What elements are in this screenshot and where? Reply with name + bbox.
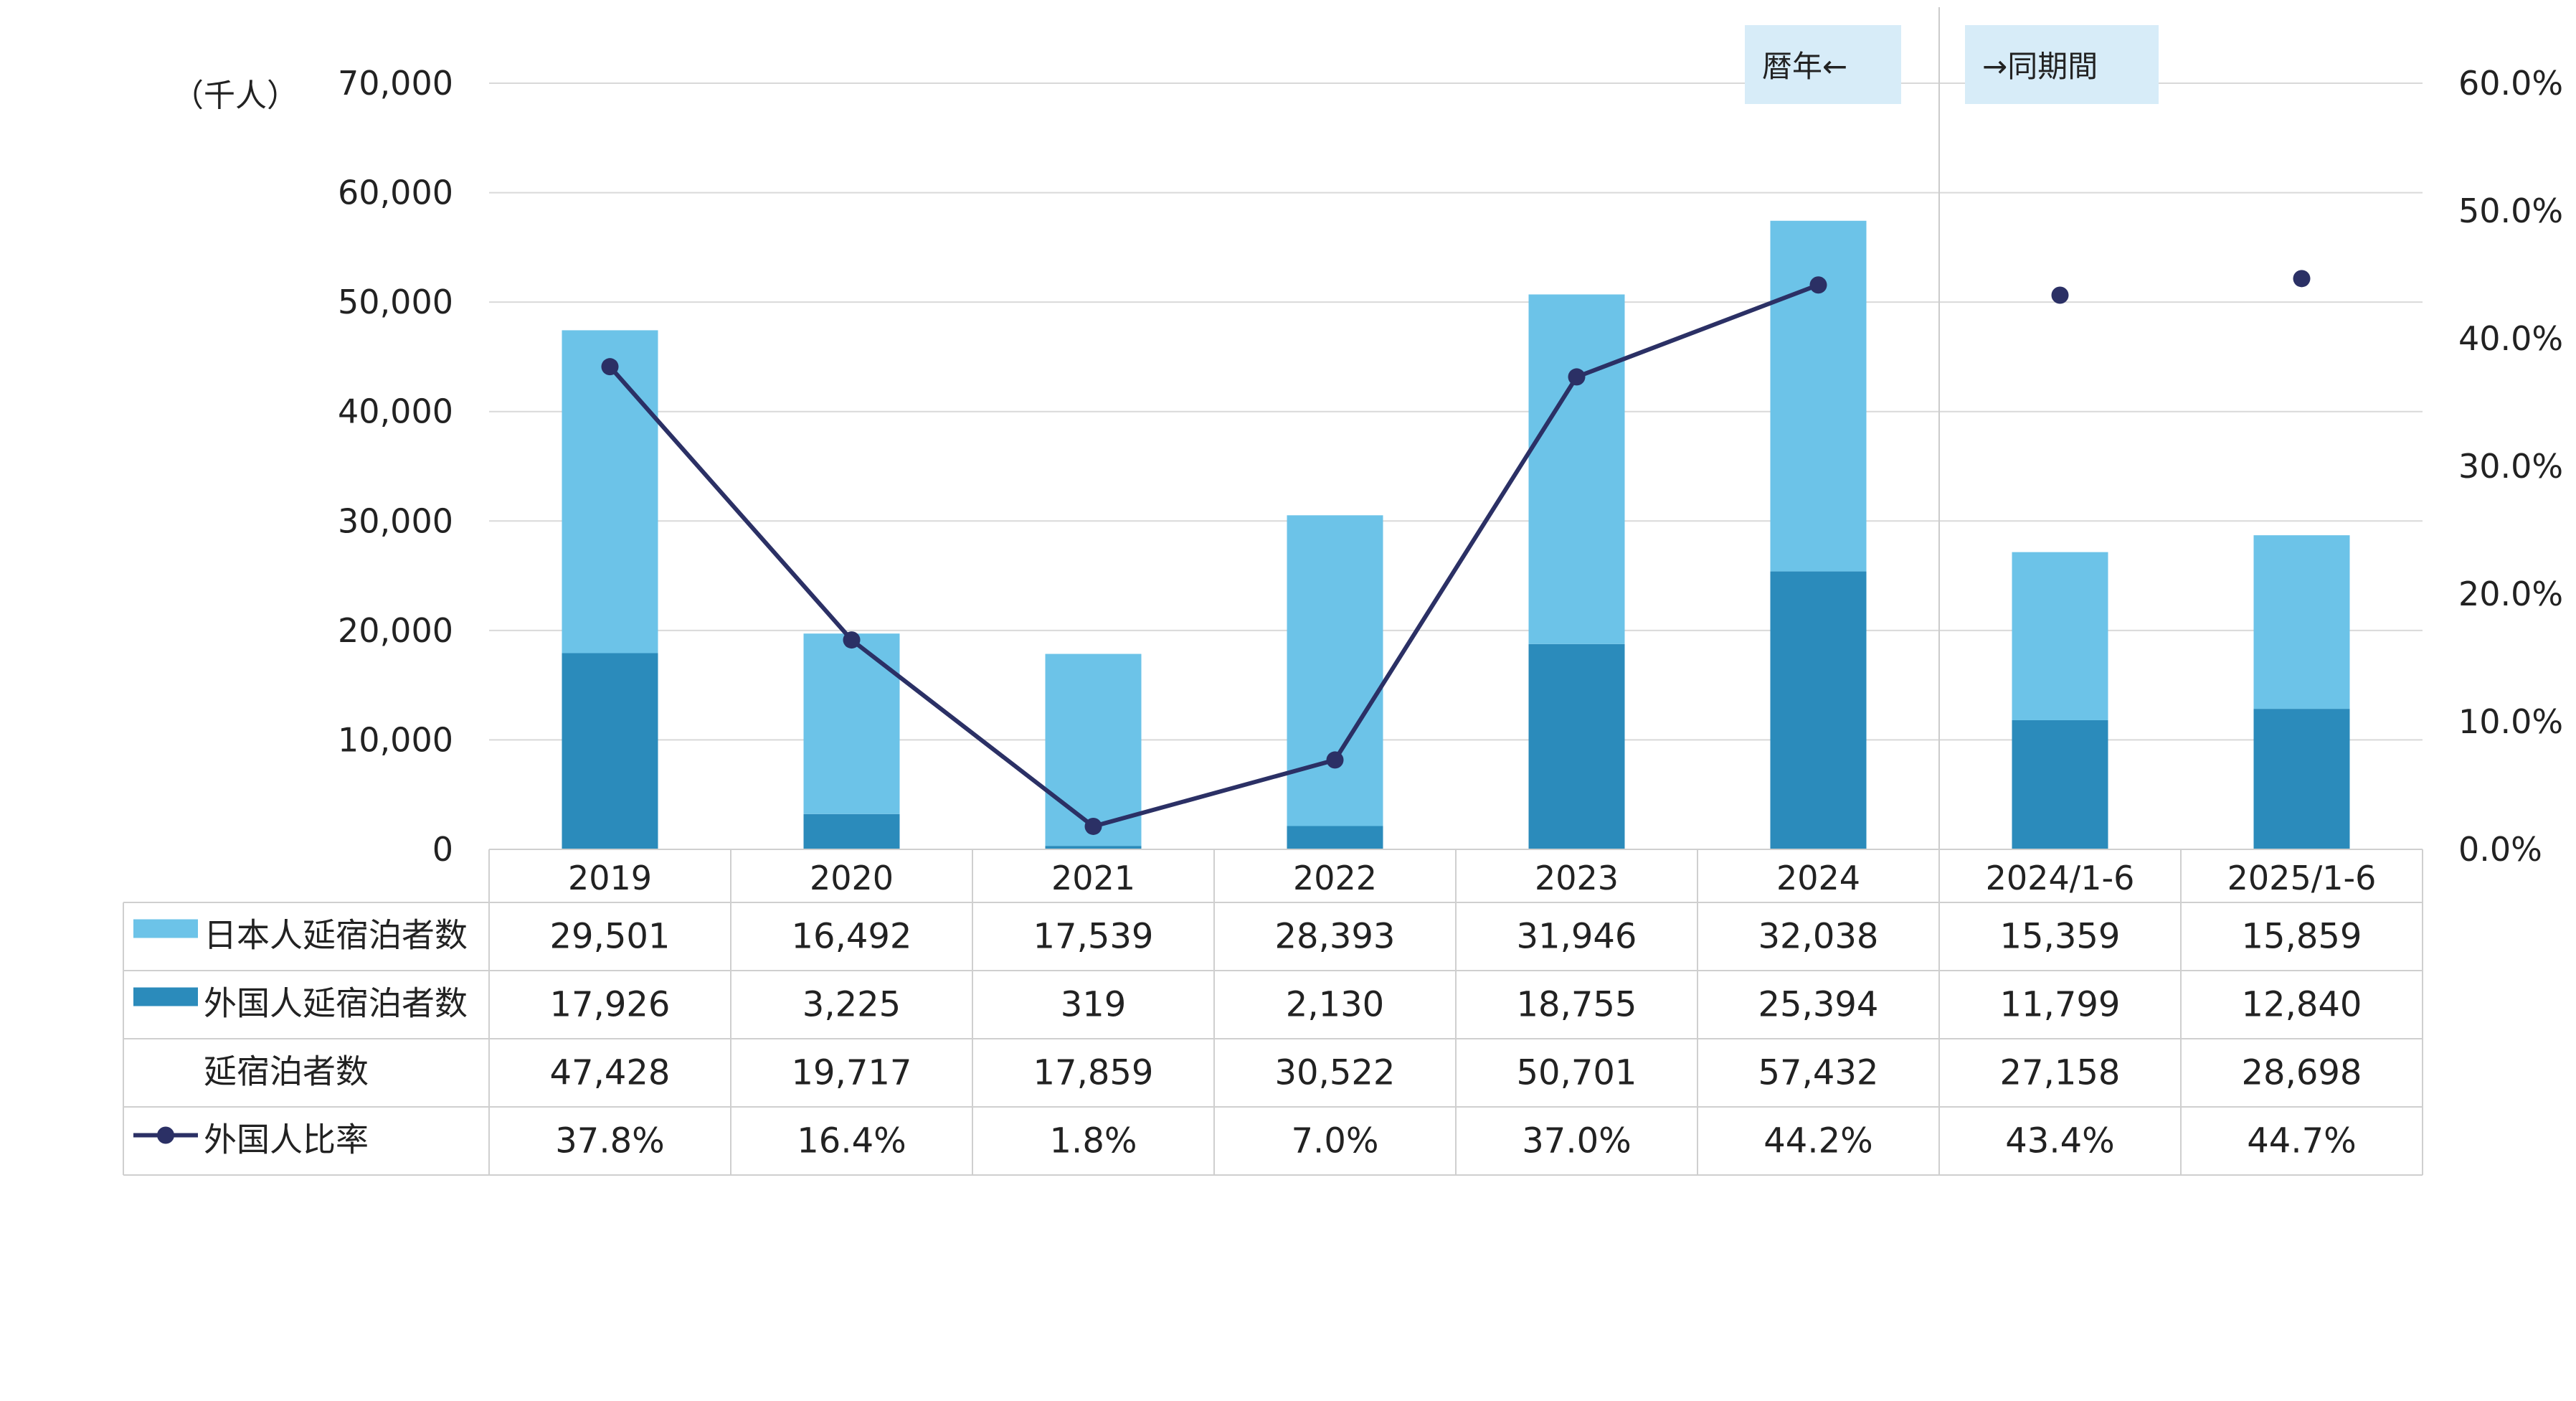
y-tick-label: 30,000 [338, 501, 453, 540]
table-cell: 319 [1061, 985, 1127, 1025]
bar-japanese [1045, 654, 1142, 846]
bar-japanese [803, 633, 900, 814]
y-tick-label: 20,000 [338, 611, 453, 650]
y-tick-label: 0 [432, 830, 453, 869]
bar-foreign [2253, 709, 2350, 849]
table-cell: 37.8% [555, 1121, 664, 1161]
ratio-point [843, 631, 861, 649]
table-cell: 44.7% [2247, 1121, 2356, 1161]
table-cell: 27,158 [2000, 1053, 2121, 1093]
bar-foreign [1045, 846, 1142, 849]
table-cell: 28,393 [1275, 917, 1396, 957]
table-cell: 18,755 [1517, 985, 1637, 1025]
y2-tick-label: 60.0% [2458, 64, 2563, 103]
x-tick-label: 2021 [1051, 859, 1135, 897]
x-tick-label: 2020 [810, 859, 894, 897]
table-cell: 12,840 [2242, 985, 2362, 1025]
table-cell: 16,492 [792, 917, 912, 957]
bar-japanese [562, 330, 658, 654]
table-cell: 15,859 [2242, 917, 2362, 957]
y-tick-label: 70,000 [338, 64, 453, 103]
y-axis-label: （千人） [172, 77, 298, 114]
table-row-header: 外国人比率 [204, 1121, 369, 1159]
table-cell: 32,038 [1758, 917, 1879, 957]
y2-tick-label: 0.0% [2458, 830, 2542, 869]
table-cell: 37.0% [1522, 1121, 1631, 1161]
table-cell: 31,946 [1517, 917, 1637, 957]
ratio-line [608, 283, 1819, 829]
table-cell: 19,717 [792, 1053, 912, 1093]
bar-foreign [1287, 826, 1383, 849]
x-tick-label: 2024/1-6 [1986, 859, 2135, 897]
bar-foreign [1528, 643, 1625, 849]
ratio-point [1809, 276, 1827, 294]
ratio-point [1084, 817, 1102, 835]
x-tick-label: 2024 [1776, 859, 1860, 897]
bar-japanese [1528, 294, 1625, 644]
table-row-header: 日本人延宿泊者数 [204, 916, 468, 955]
y2-tick-label: 20.0% [2458, 575, 2563, 613]
table-cell: 15,359 [2000, 917, 2121, 957]
table-cell: 29,501 [550, 917, 671, 957]
annotation-label: 暦年← [1762, 49, 1847, 84]
table-cell: 17,926 [550, 985, 671, 1025]
table-cell: 30,522 [1275, 1053, 1396, 1093]
table-cell: 16.4% [797, 1121, 906, 1161]
bar-foreign [2012, 720, 2108, 849]
x-tick-label: 2019 [568, 859, 652, 897]
bar-japanese [2253, 535, 2350, 709]
bar-japanese [2012, 552, 2108, 720]
table-cell: 43.4% [2005, 1121, 2114, 1161]
annotation-box [1745, 25, 1901, 104]
table-cell: 17,539 [1033, 917, 1154, 957]
x-tick-label: 2022 [1293, 859, 1377, 897]
y-tick-label: 40,000 [338, 392, 453, 431]
table-cell: 44.2% [1763, 1121, 1872, 1161]
y2-tick-label: 30.0% [2458, 447, 2563, 486]
bar-foreign [562, 653, 658, 849]
legend-swatch [133, 987, 198, 1006]
bar-japanese [1770, 220, 1867, 572]
table-cell: 25,394 [1758, 985, 1879, 1025]
ratio-point [2051, 286, 2069, 304]
annotation-label: →同期間 [1982, 49, 2098, 84]
table-cell: 3,225 [802, 985, 901, 1025]
table-cell: 57,432 [1758, 1053, 1879, 1093]
table-cell: 7.0% [1292, 1121, 1379, 1161]
legend-marker [157, 1126, 174, 1144]
y2-tick-label: 10.0% [2458, 702, 2563, 741]
table-cell: 1.8% [1050, 1121, 1137, 1161]
table-cell: 47,428 [550, 1053, 671, 1093]
table-cell: 2,130 [1286, 985, 1384, 1025]
table-row-header: 外国人延宿泊者数 [204, 984, 468, 1023]
annotation-box [1965, 25, 2159, 104]
legend-swatch [133, 919, 198, 938]
y-tick-label: 50,000 [338, 283, 453, 321]
table-cell: 28,698 [2242, 1053, 2362, 1093]
ratio-point [1326, 751, 1344, 769]
bar-foreign [1770, 571, 1867, 849]
x-tick-label: 2023 [1535, 859, 1619, 897]
y-tick-label: 60,000 [338, 174, 453, 212]
table-cell: 50,701 [1517, 1053, 1637, 1093]
ratio-point [1568, 368, 1586, 386]
table-cell: 11,799 [2000, 985, 2121, 1025]
y2-tick-label: 40.0% [2458, 319, 2563, 358]
table-cell: 17,859 [1033, 1053, 1154, 1093]
x-tick-label: 2025/1-6 [2227, 859, 2377, 897]
bar-foreign [803, 813, 900, 849]
y-tick-label: 10,000 [338, 720, 453, 759]
table-row-header: 延宿泊者数 [204, 1052, 369, 1091]
y2-tick-label: 50.0% [2458, 192, 2563, 230]
bar-japanese [1287, 515, 1383, 826]
ratio-point [2293, 270, 2311, 288]
ratio-point [601, 358, 619, 376]
